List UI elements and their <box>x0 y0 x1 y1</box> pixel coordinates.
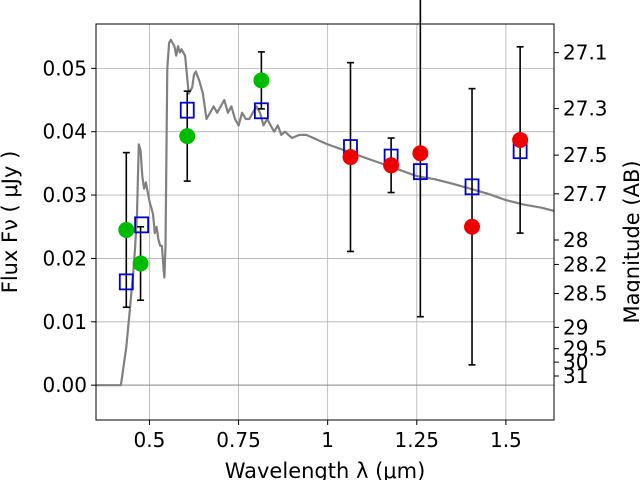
y-axis-label: Flux Fν ( μJy ) <box>0 151 22 294</box>
y-tick-label: 0.04 <box>42 120 87 144</box>
x-tick-label: 1 <box>321 428 334 452</box>
magnitude-tick-label: 31 <box>563 364 588 388</box>
model-photometry-marker <box>464 178 480 196</box>
magnitude-tick-label: 27.5 <box>563 143 608 167</box>
magnitude-tick-label: 30 <box>563 350 588 374</box>
magnitude-axis-label: Magnitude (AB) <box>620 160 640 323</box>
model-photometry-marker <box>118 273 134 291</box>
model-photometry-marker <box>412 163 428 181</box>
y-tick-label: 0.01 <box>42 310 87 334</box>
model-photometry-marker <box>134 216 150 234</box>
x-axis-ticks: 0.5 0.75 1 1.25 1.5 <box>134 420 522 452</box>
y-tick-label: 0.03 <box>42 183 87 207</box>
observed-flux-point <box>132 255 149 272</box>
x-tick-label: 1.5 <box>490 428 522 452</box>
plot-frame <box>95 23 555 421</box>
y-tick-label: 0.00 <box>42 373 87 397</box>
magnitude-tick-label: 27.1 <box>563 41 608 65</box>
observed-flux-point <box>118 221 135 238</box>
x-tick-label: 0.75 <box>216 428 261 452</box>
model-photometry-marker <box>179 101 195 119</box>
x-axis-label: Wavelength λ (μm) <box>225 459 426 480</box>
y-axis-ticks: 0.00 0.01 0.02 0.03 0.04 0.05 <box>42 56 96 397</box>
model-photometry-marker <box>253 102 269 120</box>
y-tick-label: 0.02 <box>42 246 87 270</box>
y-tick-label: 0.05 <box>42 56 87 80</box>
magnitude-tick-label: 29.5 <box>563 337 608 361</box>
magnitude-tick-label: 27.7 <box>563 182 608 206</box>
magnitude-tick-label: 27.3 <box>563 97 608 121</box>
x-tick-label: 1.25 <box>395 428 440 452</box>
observed-flux-point <box>253 72 270 89</box>
observed-photometry-layer <box>118 72 529 272</box>
observed-flux-point <box>383 157 400 174</box>
x-tick-label: 0.5 <box>134 428 166 452</box>
magnitude-tick-label: 28 <box>563 228 588 252</box>
magnitude-tick-label: 28.5 <box>563 282 608 306</box>
magnitude-tick-label: 28.2 <box>563 252 608 276</box>
observed-flux-point <box>412 145 429 162</box>
observed-flux-point <box>342 149 359 166</box>
observed-flux-point <box>512 131 529 148</box>
grid-layer <box>96 24 554 420</box>
observed-flux-point <box>464 218 481 235</box>
magnitude-tick-label: 29 <box>563 315 588 339</box>
observed-flux-point <box>179 128 196 145</box>
